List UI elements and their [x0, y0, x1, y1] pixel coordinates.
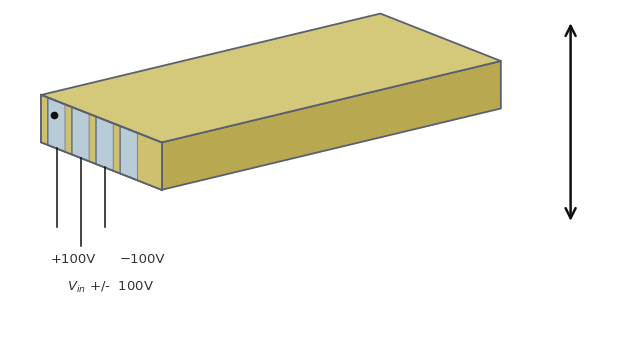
Polygon shape [41, 95, 48, 145]
Text: −100V: −100V [120, 253, 165, 265]
Polygon shape [120, 126, 138, 180]
Text: +100V: +100V [50, 253, 96, 265]
Text: $V_{in}$ +/-  100V: $V_{in}$ +/- 100V [67, 280, 155, 295]
Polygon shape [72, 107, 89, 161]
Polygon shape [138, 133, 162, 190]
Polygon shape [41, 14, 501, 142]
Polygon shape [113, 123, 120, 174]
Polygon shape [96, 117, 113, 171]
Polygon shape [89, 114, 96, 164]
Polygon shape [48, 98, 65, 152]
Polygon shape [65, 104, 72, 155]
Polygon shape [162, 61, 501, 190]
Polygon shape [41, 95, 162, 190]
